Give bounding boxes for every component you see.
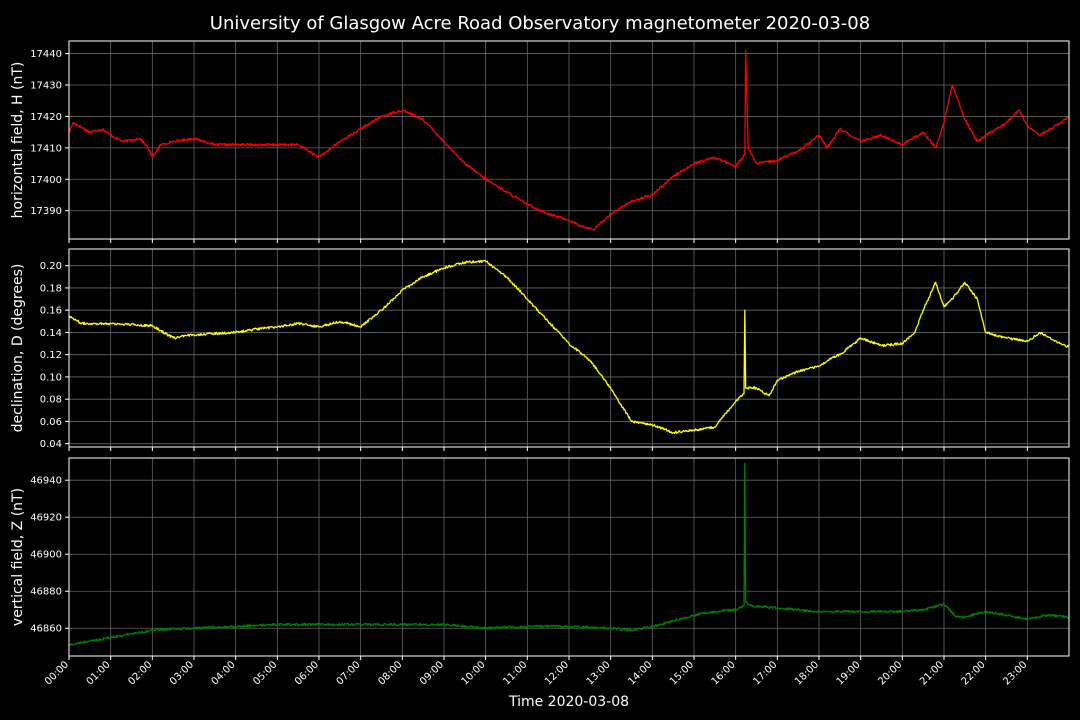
z-field-y-axis-label: vertical field, Z (nT) [10, 488, 26, 626]
h-field-ytick-label: 17410 [30, 143, 62, 154]
h-field-ytick-label: 17430 [30, 81, 62, 92]
declination-frame [68, 248, 1070, 448]
declination-ytick-label: 0.08 [40, 395, 62, 406]
declination-panel: 0.04 0.06 0.08 0.10 0.12 0.14 0.16 0.18 0.20 decl… [10, 248, 1070, 451]
z-field-ytick-label: 46920 [30, 513, 62, 524]
z-field-series-line [68, 462, 1070, 646]
h-field-ytick-label: 17440 [30, 49, 62, 60]
h-field-ytick-label: 17400 [30, 175, 62, 186]
figure-title: University of Glasgow Acre Road Observat… [210, 13, 870, 34]
chart-panels: 17390 17400 17410 17420 17430 17440 horizontal… [10, 40, 1070, 688]
declination-ytick-label: 0.16 [40, 306, 62, 317]
z-field-frame [68, 457, 1070, 657]
h-field-y-axis-label: horizontal field, H (nT) [10, 62, 26, 219]
z-field-ytick-label: 46900 [30, 550, 62, 561]
declination-series-line [68, 259, 1070, 435]
z-field-ytick-label: 46880 [30, 587, 62, 598]
declination-ytick-label: 0.20 [40, 261, 62, 272]
declination-ytick-label: 0.06 [40, 417, 62, 428]
declination-ytick-label: 0.18 [40, 283, 62, 294]
z-field-ytick-label: 46860 [30, 624, 62, 635]
declination-ytick-label: 0.12 [40, 350, 62, 361]
z-field-panel: 46860 46880 46900 46920 46940 vertical field,… [10, 457, 1070, 688]
h-field-ytick-label: 17390 [30, 206, 62, 217]
h-field-frame [68, 40, 1070, 240]
h-field-ytick-label: 17420 [30, 112, 62, 123]
h-field-panel: 17390 17400 17410 17420 17430 17440 horizontal… [10, 40, 1070, 243]
declination-y-axis-label: declination, D (degrees) [10, 264, 26, 433]
x-axis-label: Time 2020-03-08 [508, 694, 629, 710]
h-field-series-line [68, 49, 1070, 231]
declination-ytick-label: 0.04 [40, 439, 62, 450]
z-field-ytick-label: 46940 [30, 476, 62, 487]
declination-ytick-label: 0.10 [40, 372, 62, 383]
declination-ytick-label: 0.14 [40, 328, 62, 339]
